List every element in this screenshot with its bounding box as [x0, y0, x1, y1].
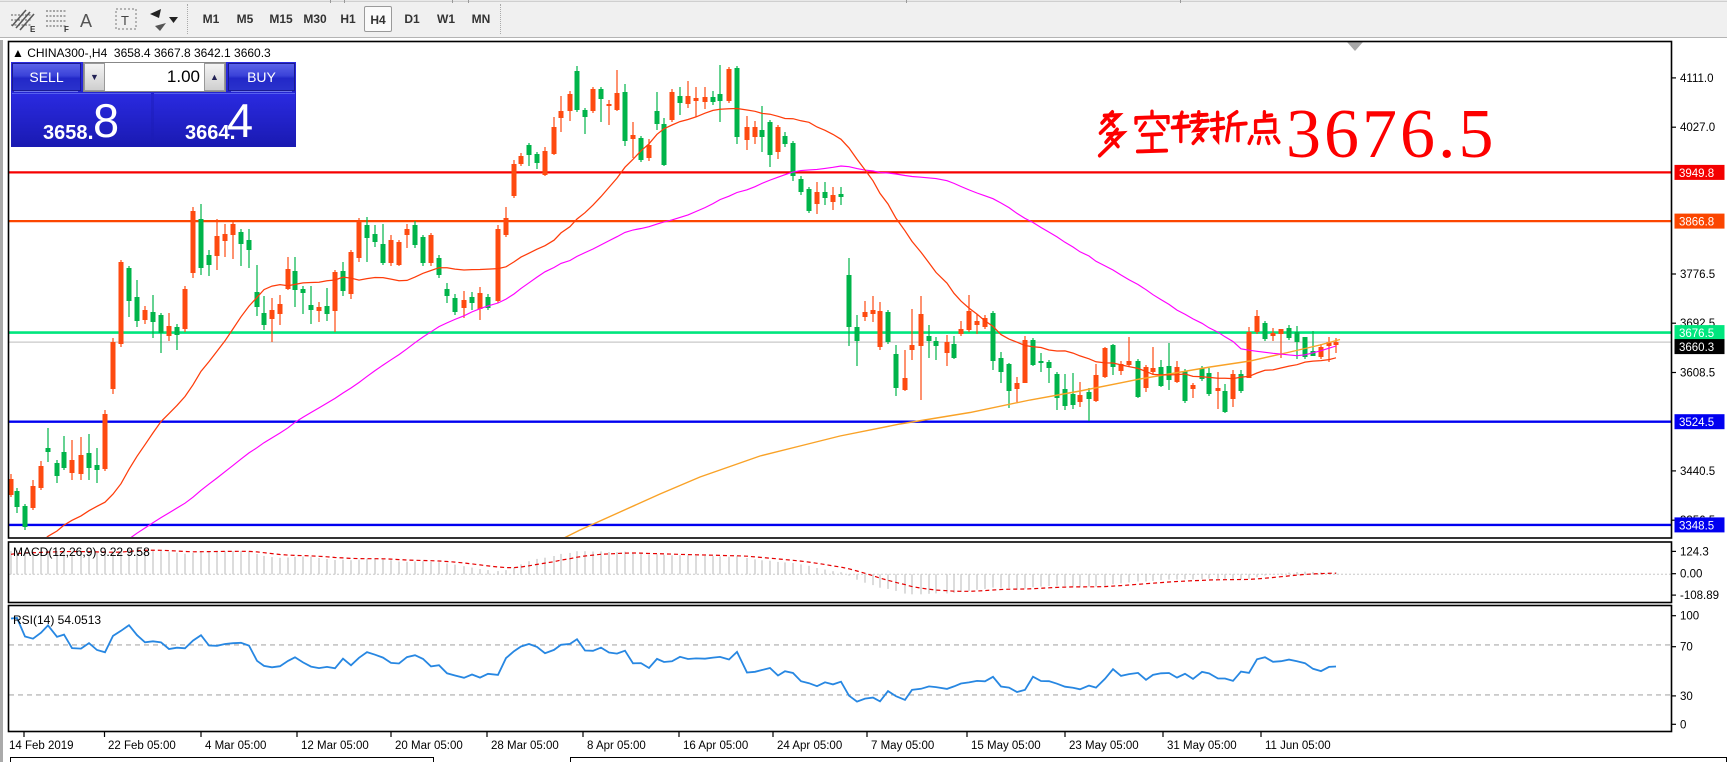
svg-text:12 Mar 05:00: 12 Mar 05:00	[301, 740, 369, 752]
svg-text:11 Jun 05:00: 11 Jun 05:00	[1265, 740, 1331, 752]
svg-text:4027.0: 4027.0	[1680, 122, 1715, 134]
svg-text:30: 30	[1680, 691, 1693, 703]
svg-text:3949.8: 3949.8	[1679, 168, 1714, 180]
svg-text:3776.5: 3776.5	[1680, 269, 1715, 281]
svg-text:70: 70	[1680, 642, 1693, 654]
svg-text:3676.5: 3676.5	[1679, 328, 1714, 340]
svg-text:0.00: 0.00	[1680, 569, 1702, 581]
svg-text:124.3: 124.3	[1680, 546, 1709, 558]
svg-text:MACD(12,26,9) 9.22 9.58: MACD(12,26,9) 9.22 9.58	[13, 545, 150, 559]
svg-text:4 Mar 05:00: 4 Mar 05:00	[205, 740, 266, 752]
svg-text:23 May 05:00: 23 May 05:00	[1069, 740, 1139, 752]
svg-text:E: E	[30, 25, 36, 34]
svg-text:8 Apr 05:00: 8 Apr 05:00	[587, 740, 646, 752]
svg-text:3348.5: 3348.5	[1679, 520, 1714, 532]
svg-text:7 May 05:00: 7 May 05:00	[871, 740, 934, 752]
svg-text:A: A	[80, 11, 92, 31]
svg-text:F: F	[64, 25, 69, 34]
svg-text:31 May 05:00: 31 May 05:00	[1167, 740, 1237, 752]
svg-text:16 Apr 05:00: 16 Apr 05:00	[683, 740, 748, 752]
svg-text:4111.0: 4111.0	[1680, 73, 1713, 85]
svg-text:28 Mar 05:00: 28 Mar 05:00	[491, 740, 559, 752]
svg-text:3524.5: 3524.5	[1679, 417, 1714, 429]
svg-text:3440.5: 3440.5	[1680, 466, 1715, 478]
svg-text:24 Apr 05:00: 24 Apr 05:00	[777, 740, 842, 752]
svg-text:3866.8: 3866.8	[1679, 217, 1714, 229]
svg-text:14 Feb 2019: 14 Feb 2019	[9, 740, 74, 752]
svg-text:-108.89: -108.89	[1680, 590, 1719, 602]
svg-text:3676.5: 3676.5	[1286, 96, 1497, 173]
svg-text:15 May 05:00: 15 May 05:00	[971, 740, 1041, 752]
svg-text:3660.3: 3660.3	[1679, 342, 1714, 354]
svg-text:100: 100	[1680, 611, 1699, 623]
svg-text:T: T	[121, 13, 129, 28]
svg-text:3608.5: 3608.5	[1680, 368, 1715, 380]
svg-text:RSI(14) 54.0513: RSI(14) 54.0513	[13, 613, 101, 627]
svg-text:0: 0	[1680, 719, 1686, 731]
svg-text:20 Mar 05:00: 20 Mar 05:00	[395, 740, 463, 752]
svg-text:22 Feb 05:00: 22 Feb 05:00	[108, 740, 176, 752]
